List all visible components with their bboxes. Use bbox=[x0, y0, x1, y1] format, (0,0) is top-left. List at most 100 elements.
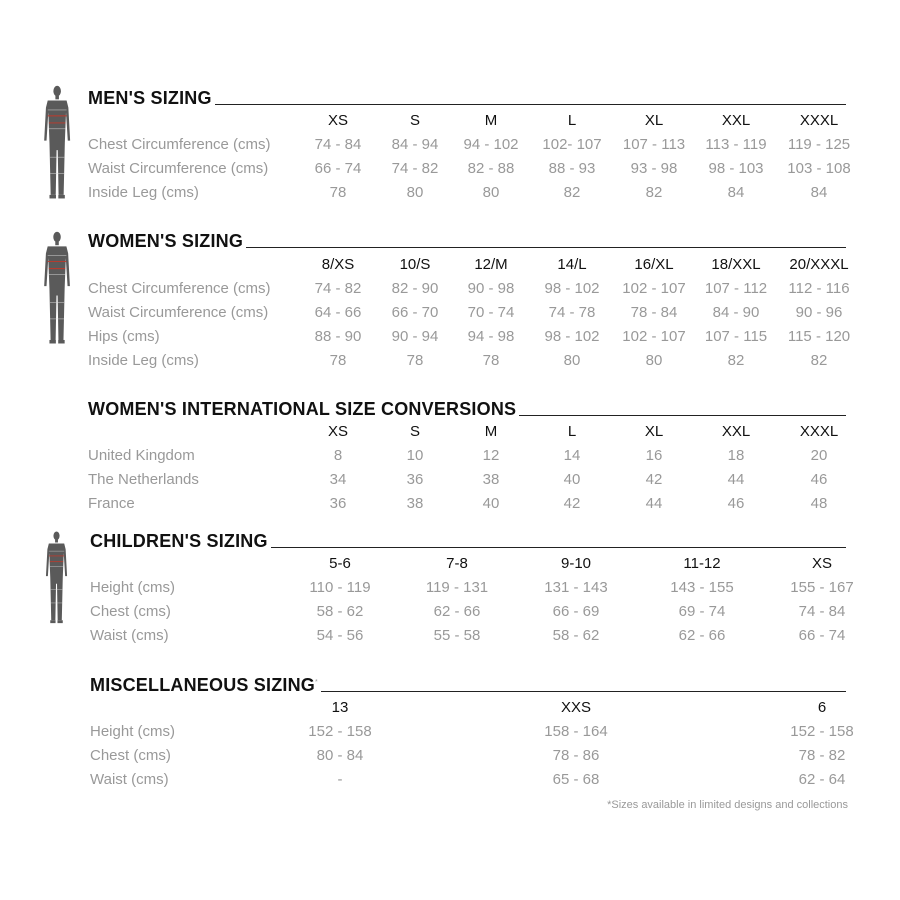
column-header: S bbox=[409, 112, 421, 129]
table-cell: 78 - 86 bbox=[552, 747, 600, 764]
column-header: XXXL bbox=[799, 423, 839, 440]
table-cell: 46 bbox=[810, 471, 828, 488]
table-cell: 152 - 158 bbox=[308, 723, 372, 740]
section-rule bbox=[321, 691, 846, 692]
column-header: XXL bbox=[721, 112, 751, 129]
column-header: L bbox=[567, 112, 577, 129]
column-header: 9-10 bbox=[560, 555, 592, 572]
table-cell: 80 bbox=[645, 352, 663, 369]
table-cell: 82 bbox=[810, 352, 828, 369]
table-cell: 74 - 82 bbox=[314, 280, 362, 297]
column-header: 12/M bbox=[474, 256, 508, 273]
table-cell: 131 - 143 bbox=[544, 579, 608, 596]
female-figure-icon bbox=[42, 230, 72, 352]
row-label: Waist Circumference (cms) bbox=[88, 304, 269, 321]
column-header: 8/XS bbox=[321, 256, 355, 273]
section-title: MEN'S SIZING bbox=[88, 88, 212, 109]
footnote: *Sizes available in limited designs and … bbox=[607, 799, 848, 811]
table-cell: 102 - 107 bbox=[622, 328, 686, 345]
table-cell: 38 bbox=[482, 471, 500, 488]
table-cell: 74 - 84 bbox=[314, 136, 362, 153]
column-header: XXL bbox=[721, 423, 751, 440]
table-cell: 58 - 62 bbox=[316, 603, 364, 620]
row-label: Chest Circumference (cms) bbox=[88, 280, 271, 297]
table-cell: 90 - 96 bbox=[795, 304, 843, 321]
table-cell: 74 - 78 bbox=[548, 304, 596, 321]
table-cell: - bbox=[337, 771, 343, 788]
table-cell: 115 - 120 bbox=[787, 328, 851, 345]
column-header: 18/XXL bbox=[711, 256, 761, 273]
table-cell: 64 - 66 bbox=[314, 304, 362, 321]
table-cell: 8 bbox=[333, 447, 343, 464]
table-cell: 36 bbox=[406, 471, 424, 488]
table-cell: 80 bbox=[406, 184, 424, 201]
table-cell: 36 bbox=[329, 495, 347, 512]
table-cell: 66 - 69 bbox=[552, 603, 600, 620]
table-cell: 16 bbox=[645, 447, 663, 464]
column-header: M bbox=[484, 112, 498, 129]
column-header: XS bbox=[811, 555, 833, 572]
title-footnote-mark: * bbox=[315, 679, 318, 686]
section-rule bbox=[271, 547, 846, 548]
table-cell: 69 - 74 bbox=[678, 603, 726, 620]
table-cell: 78 - 84 bbox=[630, 304, 678, 321]
row-label: Inside Leg (cms) bbox=[88, 184, 199, 201]
column-header: L bbox=[567, 423, 577, 440]
table-cell: 93 - 98 bbox=[630, 160, 678, 177]
section-title: WOMEN'S INTERNATIONAL SIZE CONVERSIONS bbox=[88, 399, 516, 420]
column-header: 7-8 bbox=[446, 555, 468, 572]
table-cell: 107 - 112 bbox=[704, 280, 768, 297]
section-rule bbox=[215, 104, 846, 105]
table-cell: 44 bbox=[727, 471, 745, 488]
table-cell: 82 bbox=[727, 352, 745, 369]
column-header: M bbox=[484, 423, 498, 440]
table-cell: 98 - 102 bbox=[544, 328, 600, 345]
column-header: S bbox=[409, 423, 421, 440]
table-cell: 40 bbox=[482, 495, 500, 512]
table-cell: 152 - 158 bbox=[790, 723, 854, 740]
row-label: The Netherlands bbox=[88, 471, 199, 488]
row-label: Waist (cms) bbox=[90, 771, 169, 788]
section-title-text: MISCELLANEOUS SIZING bbox=[90, 675, 316, 695]
table-cell: 12 bbox=[482, 447, 500, 464]
table-cell: 90 - 94 bbox=[391, 328, 439, 345]
table-cell: 88 - 90 bbox=[314, 328, 362, 345]
table-cell: 34 bbox=[329, 471, 347, 488]
section-title-text: WOMEN'S INTERNATIONAL SIZE CONVERSIONS bbox=[88, 399, 517, 419]
table-cell: 94 - 102 bbox=[463, 136, 519, 153]
row-label: France bbox=[88, 495, 135, 512]
table-cell: 84 - 94 bbox=[391, 136, 439, 153]
table-cell: 38 bbox=[406, 495, 424, 512]
row-label: Waist Circumference (cms) bbox=[88, 160, 269, 177]
table-cell: 55 - 58 bbox=[433, 627, 481, 644]
table-cell: 155 - 167 bbox=[790, 579, 854, 596]
section-title: CHILDREN'S SIZING bbox=[90, 531, 268, 552]
table-cell: 80 bbox=[482, 184, 500, 201]
table-cell: 84 - 90 bbox=[712, 304, 760, 321]
table-cell: 42 bbox=[563, 495, 581, 512]
table-cell: 44 bbox=[645, 495, 663, 512]
table-cell: 82 - 88 bbox=[467, 160, 515, 177]
table-cell: 66 - 74 bbox=[798, 627, 846, 644]
table-cell: 112 - 116 bbox=[788, 280, 850, 297]
column-header: XL bbox=[644, 423, 664, 440]
column-header: 6 bbox=[817, 699, 827, 716]
table-cell: 78 bbox=[329, 352, 347, 369]
table-cell: 82 bbox=[645, 184, 663, 201]
table-cell: 66 - 70 bbox=[391, 304, 439, 321]
table-cell: 84 bbox=[727, 184, 745, 201]
table-cell: 58 - 62 bbox=[552, 627, 600, 644]
table-cell: 158 - 164 bbox=[544, 723, 608, 740]
row-label: Height (cms) bbox=[90, 579, 176, 596]
table-cell: 102 - 107 bbox=[622, 280, 686, 297]
column-header: 11-12 bbox=[683, 555, 721, 572]
table-cell: 143 - 155 bbox=[670, 579, 734, 596]
table-cell: 10 bbox=[406, 447, 424, 464]
table-cell: 107 - 113 bbox=[622, 136, 686, 153]
section-title: MISCELLANEOUS SIZING* bbox=[90, 675, 318, 696]
column-header: 16/XL bbox=[634, 256, 674, 273]
table-cell: 119 - 125 bbox=[787, 136, 851, 153]
table-cell: 82 - 90 bbox=[391, 280, 439, 297]
table-cell: 66 - 74 bbox=[314, 160, 362, 177]
table-cell: 78 bbox=[406, 352, 424, 369]
